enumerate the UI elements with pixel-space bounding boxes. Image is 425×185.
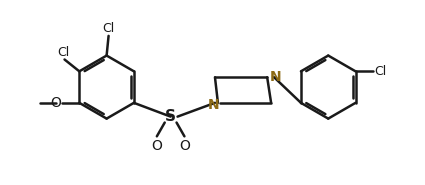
Text: S: S <box>165 109 176 124</box>
Text: Cl: Cl <box>102 22 115 35</box>
Text: N: N <box>208 98 220 112</box>
Text: O: O <box>179 139 190 153</box>
Text: O: O <box>50 96 61 110</box>
Text: O: O <box>151 139 162 153</box>
Text: N: N <box>270 70 282 84</box>
Text: Cl: Cl <box>57 46 70 58</box>
Text: Cl: Cl <box>374 65 386 78</box>
